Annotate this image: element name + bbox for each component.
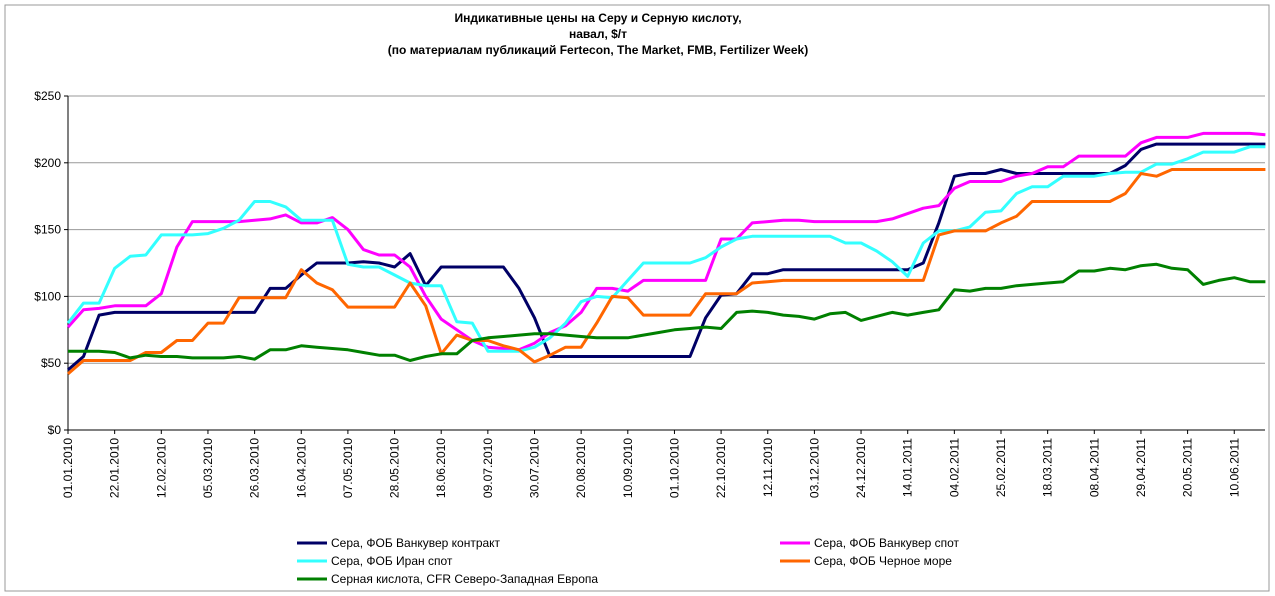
- x-tick-label: 20.08.2010: [574, 438, 588, 498]
- x-tick-label: 12.02.2010: [154, 438, 168, 498]
- x-tick-label: 18.06.2010: [434, 438, 448, 498]
- y-tick-label: $50: [41, 356, 61, 370]
- x-tick-label: 01.01.2010: [61, 438, 75, 498]
- chart-border: [4, 4, 1270, 592]
- y-tick-label: $0: [48, 423, 62, 437]
- series-line: [66, 131, 1266, 352]
- legend-label: Сера, ФОБ Черное море: [814, 554, 952, 568]
- x-tick-label: 28.05.2010: [388, 438, 402, 498]
- x-tick-label: 24.12.2010: [854, 438, 868, 498]
- legend-label: Сера, ФОБ Ванкувер контракт: [331, 536, 501, 550]
- chart-title: Индикативные цены на Серу и Серную кисло…: [454, 11, 741, 25]
- y-tick-label: $100: [34, 289, 61, 303]
- x-tick-label: 22.01.2010: [108, 438, 122, 498]
- series-line: [68, 262, 1266, 362]
- x-tick-label: 18.03.2011: [1041, 438, 1055, 497]
- x-tick-label: 16.04.2010: [294, 438, 308, 498]
- x-tick-label: 22.10.2010: [714, 438, 728, 498]
- x-tick-label: 20.05.2011: [1181, 438, 1195, 497]
- x-tick-label: 05.03.2010: [201, 438, 215, 498]
- series-line: [67, 142, 1266, 372]
- x-tick-label: 04.02.2011: [947, 438, 961, 497]
- x-tick-label: 01.10.2010: [667, 438, 681, 498]
- legend-label: Сера, ФОБ Ванкувер спот: [814, 536, 960, 550]
- x-tick-label: 03.12.2010: [807, 438, 821, 498]
- y-tick-label: $150: [34, 223, 61, 237]
- y-tick-label: $250: [34, 89, 61, 103]
- legend-label: Сера, ФОБ Иран спот: [331, 554, 453, 568]
- x-tick-label: 12.11.2010: [761, 438, 775, 497]
- x-tick-label: 10.09.2010: [621, 438, 635, 498]
- x-tick-label: 26.03.2010: [248, 438, 262, 498]
- x-tick-label: 08.04.2011: [1087, 438, 1101, 497]
- x-tick-label: 07.05.2010: [341, 438, 355, 498]
- x-tick-label: 29.04.2011: [1134, 438, 1148, 497]
- x-tick-label: 25.02.2011: [994, 438, 1008, 497]
- x-tick-label: 30.07.2010: [528, 438, 542, 498]
- chart-title: навал, $/т: [569, 27, 627, 41]
- x-tick-label: 10.06.2011: [1227, 438, 1241, 497]
- legend-label: Серная кислота, CFR Северо-Западная Евро…: [331, 572, 598, 586]
- y-tick-label: $200: [34, 156, 61, 170]
- series-line: [66, 145, 1266, 353]
- x-tick-label: 09.07.2010: [481, 438, 495, 498]
- x-tick-label: 14.01.2011: [901, 438, 915, 497]
- chart-title: (по материалам публикаций Fertecon, The …: [388, 43, 808, 57]
- series-line: [67, 168, 1266, 376]
